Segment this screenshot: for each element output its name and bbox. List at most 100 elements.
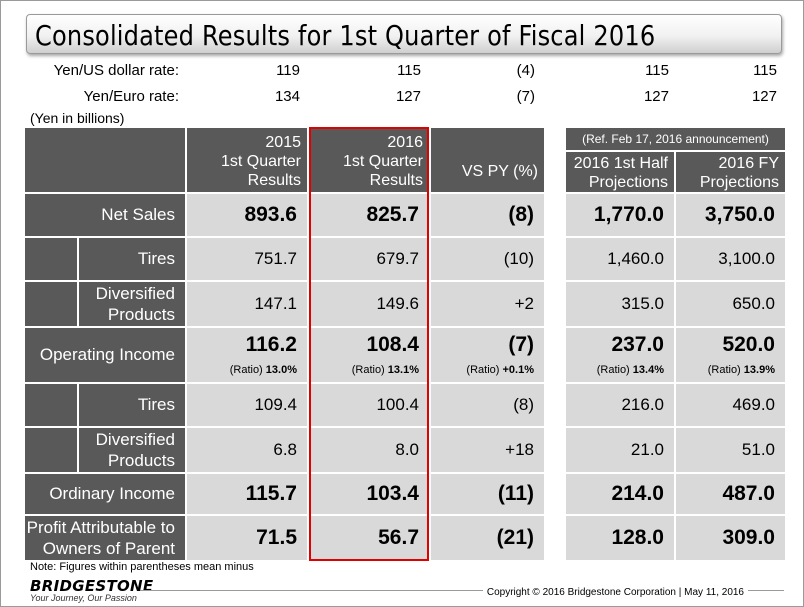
cell-value: (11) xyxy=(431,474,544,514)
row-label-tires: Tires xyxy=(79,238,185,280)
header-2015: 2015 1st Quarter Results xyxy=(187,128,307,192)
rate-value: 134 xyxy=(274,88,300,105)
ratio-text: (Ratio) 13.0% xyxy=(230,364,297,376)
header-line: 1st Quarter xyxy=(342,153,423,170)
cell-value: 487.0 xyxy=(676,474,785,514)
rate-value: 127 xyxy=(643,88,669,105)
row-label-tires: Tires xyxy=(79,384,185,426)
ratio-text: (Ratio) +0.1% xyxy=(466,364,534,376)
rate-label: Yen/US dollar rate: xyxy=(53,62,179,79)
header-line: 2016 xyxy=(387,134,423,151)
cell-value: 650.0 xyxy=(676,282,785,326)
row-indent xyxy=(25,282,77,326)
cell-value: 214.0 xyxy=(566,474,674,514)
header-line: Results xyxy=(369,172,423,189)
ratio-value: 13.9% xyxy=(743,364,775,376)
ratio-text: (Ratio) 13.4% xyxy=(597,364,664,376)
label-line: Diversified xyxy=(95,284,175,303)
cell-value: 71.5 xyxy=(187,516,307,560)
row-indent xyxy=(25,238,77,280)
cell-value: (7) xyxy=(508,333,534,356)
label-line: Diversified xyxy=(95,430,175,449)
cell-value: 115.7 xyxy=(187,474,307,514)
bridgestone-logo: BRIDGESTONE Your Journey, Our Passion xyxy=(30,577,153,603)
ratio-text: (Ratio) 13.1% xyxy=(352,364,419,376)
ratio-label: (Ratio) xyxy=(596,364,630,376)
cell-value: 108.4 xyxy=(366,333,419,356)
ratio-value: 13.4% xyxy=(632,364,664,376)
cell-value: 3,100.0 xyxy=(676,238,785,280)
rate-value: 127 xyxy=(395,88,421,105)
rate-label: Yen/Euro rate: xyxy=(83,88,179,105)
header-line: 2016 1st Half xyxy=(573,155,668,172)
cell-value: 51.0 xyxy=(676,428,785,472)
rate-value: (7) xyxy=(516,88,535,105)
cell-value: 309.0 xyxy=(676,516,785,560)
rate-row-eur: Yen/Euro rate: 134 127 (7) 127 127 xyxy=(0,88,804,110)
row-label-net-sales: Net Sales xyxy=(25,194,185,236)
page-title: Consolidated Results for 1st Quarter of … xyxy=(35,19,656,52)
cell-value: (8) xyxy=(431,194,544,236)
footnote: Note: Figures within parentheses mean mi… xyxy=(30,561,254,573)
row-indent xyxy=(25,428,77,472)
header-corner xyxy=(25,128,185,192)
cell-value: 315.0 xyxy=(566,282,674,326)
ratio-value: +0.1% xyxy=(502,364,535,376)
row-label-operating-income: Operating Income xyxy=(25,328,185,382)
ratio-value: 13.0% xyxy=(265,364,297,376)
cell-op-vspy: (7) (Ratio) +0.1% xyxy=(431,328,544,382)
cell-value: 6.8 xyxy=(187,428,307,472)
label-line: Products xyxy=(107,305,175,324)
results-table: 2015 1st Quarter Results 2016 1st Quarte… xyxy=(25,128,785,560)
cell-value: 149.6 xyxy=(309,282,429,326)
ratio-label: (Ratio) xyxy=(229,364,263,376)
row-label-profit: Profit Attributable to Owners of Parent xyxy=(25,516,185,560)
cell-value: 520.0 xyxy=(722,333,775,356)
cell-value: 21.0 xyxy=(566,428,674,472)
cell-value: 3,750.0 xyxy=(676,194,785,236)
cell-value: 237.0 xyxy=(611,333,664,356)
header-line: Projections xyxy=(588,174,668,191)
unit-note: (Yen in billions) xyxy=(30,110,125,126)
cell-value: 679.7 xyxy=(309,238,429,280)
cell-value: (10) xyxy=(431,238,544,280)
ratio-value: 13.1% xyxy=(387,364,419,376)
row-label-diversified: Diversified Products xyxy=(79,428,185,472)
title-banner: Consolidated Results for 1st Quarter of … xyxy=(26,14,782,54)
cell-value: 103.4 xyxy=(309,474,429,514)
logo-tagline: Your Journey, Our Passion xyxy=(30,593,137,603)
ratio-label: (Ratio) xyxy=(466,364,500,376)
cell-op-2015: 116.2 (Ratio) 13.0% xyxy=(187,328,307,382)
label-line: Profit Attributable to xyxy=(26,518,175,537)
header-ref: (Ref. Feb 17, 2016 announcement) xyxy=(566,128,785,150)
cell-value: 893.6 xyxy=(187,194,307,236)
header-fy: 2016 FY Projections xyxy=(676,152,785,192)
header-half: 2016 1st Half Projections xyxy=(566,152,674,192)
footer-divider xyxy=(140,590,784,591)
header-line: 2016 FY xyxy=(718,155,779,172)
cell-value: 825.7 xyxy=(309,194,429,236)
header-line: 2015 xyxy=(265,134,301,151)
row-label-ordinary-income: Ordinary Income xyxy=(25,474,185,514)
cell-op-half: 237.0 (Ratio) 13.4% xyxy=(566,328,674,382)
rate-value: (4) xyxy=(516,62,535,79)
cell-value: 109.4 xyxy=(187,384,307,426)
ratio-label: (Ratio) xyxy=(707,364,741,376)
logo-wordmark: BRIDGESTONE xyxy=(30,577,154,595)
rate-value: 119 xyxy=(276,62,300,79)
exchange-rates: Yen/US dollar rate: 119 115 (4) 115 115 … xyxy=(0,58,804,108)
header-line: 1st Quarter xyxy=(220,153,301,170)
cell-value: 147.1 xyxy=(187,282,307,326)
cell-value: 751.7 xyxy=(187,238,307,280)
label-line: Products xyxy=(107,451,175,470)
ratio-label: (Ratio) xyxy=(351,364,385,376)
cell-value: 216.0 xyxy=(566,384,674,426)
row-label-diversified: Diversified Products xyxy=(79,282,185,326)
header-line: Results xyxy=(247,172,301,189)
rate-value: 115 xyxy=(397,62,421,79)
cell-value: 100.4 xyxy=(309,384,429,426)
label-line: Owners of Parent xyxy=(42,539,175,558)
rate-value: 115 xyxy=(645,62,669,79)
cell-value: 8.0 xyxy=(309,428,429,472)
cell-value: +18 xyxy=(431,428,544,472)
